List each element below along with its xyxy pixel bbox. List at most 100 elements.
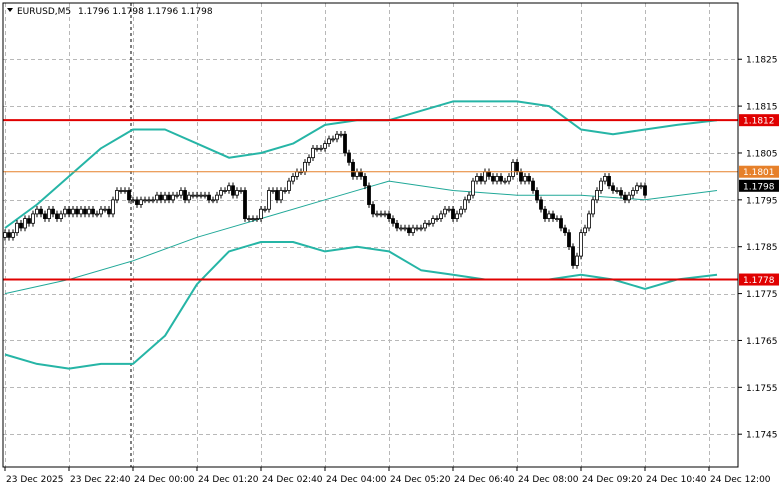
price-level-badge (739, 273, 779, 286)
time-axis: 23 Dec 2025 23 Dec 22:40 24 Dec 00:00 24 De… (4, 467, 771, 485)
current-price-badge (739, 179, 779, 192)
candle-body (355, 171, 359, 177)
candle-body (595, 190, 599, 201)
candle-body (91, 208, 95, 215)
candle-body (547, 213, 551, 219)
candle-body (643, 185, 647, 196)
candle-body (71, 208, 75, 215)
candle-body (591, 199, 595, 215)
time-tick-label: 24 Dec 00:00 (134, 475, 195, 485)
candle-body (159, 194, 163, 201)
candle-body (343, 133, 347, 154)
candle-body (147, 199, 151, 202)
candle-body (583, 227, 587, 234)
candle-body (599, 180, 603, 191)
candle-body (411, 227, 415, 234)
candle-body (191, 194, 195, 197)
candle-body (327, 138, 331, 145)
candle-body (631, 190, 635, 196)
candle-body (419, 227, 423, 230)
candle-body (239, 190, 243, 192)
time-tick-label: 23 Dec 22:40 (70, 475, 131, 485)
candle-body (519, 171, 523, 182)
candle-body (127, 190, 131, 201)
candle-body (7, 232, 11, 238)
levels-layer: 1.1812 1.1801 1.1778 1.1798 (3, 114, 779, 286)
candle-body (219, 190, 223, 196)
candle-body (11, 232, 15, 238)
candle-body (271, 190, 275, 192)
candle-body (347, 152, 351, 163)
time-tick-label: 24 Dec 10:40 (646, 475, 707, 485)
candle-body (499, 176, 503, 182)
candle-body (439, 213, 443, 219)
candle-body (251, 218, 255, 220)
candle-body (179, 190, 183, 196)
candle-body (367, 185, 371, 205)
price-tick-label: 1.1815 (746, 103, 778, 113)
candle-body (427, 222, 431, 225)
candle-body (523, 176, 527, 182)
candle-body (359, 171, 363, 177)
candle-body (307, 157, 311, 163)
candle-body (559, 218, 563, 229)
candles-layer (3, 130, 647, 269)
candle-body (407, 227, 411, 234)
candle-body (567, 232, 571, 248)
moving-average-line (4, 180, 718, 295)
candle-body (415, 227, 419, 230)
price-level-badge (739, 165, 779, 178)
candle-body (363, 176, 367, 187)
candle-body (55, 213, 59, 219)
price-tick-label: 1.1825 (746, 56, 778, 66)
candle-body (75, 208, 79, 215)
candle-body (247, 218, 251, 220)
candle-body (383, 213, 387, 216)
candle-body (139, 199, 143, 205)
candle-body (575, 255, 579, 266)
candle-body (3, 232, 7, 238)
price-tick-label: 1.1785 (746, 243, 778, 253)
current-price-label: 1.1798 (743, 182, 775, 192)
candle-body (15, 222, 19, 234)
candle-body (167, 194, 171, 201)
bollinger-lower-line (4, 241, 718, 370)
dropdown-triangle-icon[interactable] (7, 8, 13, 12)
candle-body (423, 222, 427, 229)
candle-body (19, 222, 23, 229)
candle-body (215, 194, 219, 201)
candle-body (611, 185, 615, 191)
candle-body (571, 246, 575, 266)
candle-body (335, 133, 339, 140)
candle-body (535, 190, 539, 201)
candle-body (371, 204, 375, 215)
candle-body (79, 208, 83, 215)
candle-body (131, 199, 135, 202)
candle-body (151, 199, 155, 202)
candle-body (339, 133, 343, 136)
candle-body (483, 171, 487, 182)
time-tick-label: 24 Dec 12:00 (710, 475, 771, 485)
candle-body (391, 218, 395, 224)
candle-body (443, 208, 447, 215)
candle-body (351, 161, 355, 177)
candle-body (435, 218, 439, 220)
candle-body (375, 213, 379, 216)
candle-body (539, 199, 543, 210)
candle-body (35, 208, 39, 215)
candle-body (635, 185, 639, 191)
candle-body (431, 218, 435, 224)
candle-body (115, 190, 119, 201)
candle-body (99, 208, 103, 215)
candle-body (207, 194, 211, 201)
candle-body (463, 199, 467, 210)
candle-body (471, 180, 475, 196)
candle-body (579, 232, 583, 257)
candle-body (283, 190, 287, 192)
candle-body (451, 208, 455, 219)
symbol-label: EURUSD,M5 (17, 7, 71, 17)
price-level-label: 1.1801 (743, 168, 775, 178)
